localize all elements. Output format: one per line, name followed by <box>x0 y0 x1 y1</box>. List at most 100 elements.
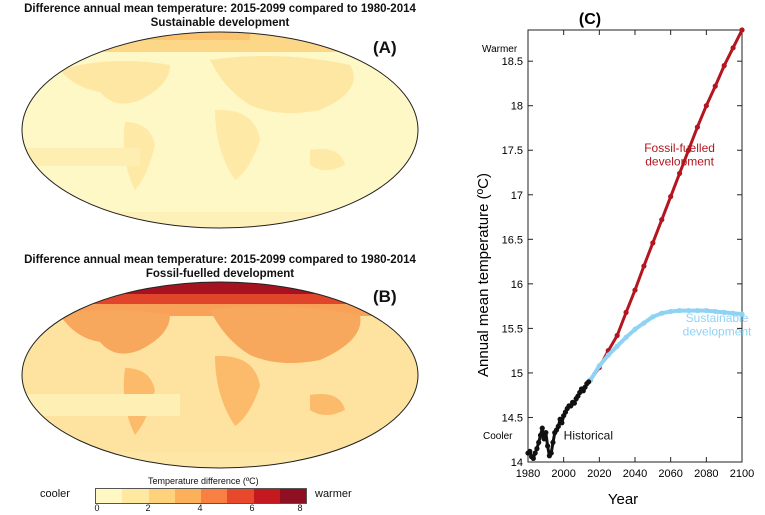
data-point-sustainable-development-2070 <box>685 307 692 314</box>
data-point-fossil-fuelled-development-2065 <box>676 170 683 177</box>
data-point-sustainable-development-2020 <box>596 363 602 369</box>
data-point-sustainable-development-2025 <box>605 352 611 358</box>
series-label-sustainable-development-0: Sustainable <box>686 311 749 325</box>
data-point-fossil-fuelled-development-2060 <box>668 193 674 200</box>
data-point-historical-2006 <box>571 400 577 406</box>
data-point-historical-1983 <box>530 455 536 462</box>
colorbar-swatch-0 <box>96 489 123 503</box>
data-point-fossil-fuelled-development-2075 <box>694 124 701 130</box>
data-point-historical-1984 <box>532 450 538 456</box>
colorbar-swatch-5 <box>227 489 254 503</box>
data-point-historical-1987 <box>537 432 544 438</box>
chart-panel-label: (C) <box>579 11 601 28</box>
y-tick-label-2: 15 <box>511 368 523 380</box>
data-point-fossil-fuelled-development-2045 <box>641 263 647 269</box>
x-tick-label-2100: 2100 <box>730 468 754 480</box>
data-point-sustainable-development-2080 <box>703 307 709 314</box>
colorbar-swatch-6 <box>253 489 280 503</box>
colorbar-tick-4: 4 <box>197 503 203 513</box>
data-point-sustainable-development-2050 <box>650 314 656 320</box>
chart-ylabel: Annual mean temperature (ºC) <box>475 173 492 377</box>
map-b <box>21 281 419 469</box>
map-a-australia <box>310 149 345 170</box>
data-point-historical-1985 <box>534 446 540 452</box>
colorbar-cooler-label: cooler <box>40 488 70 500</box>
data-point-fossil-fuelled-development-2090 <box>721 63 727 69</box>
colorbar-tick-2: 2 <box>145 503 151 513</box>
y-tick-label-6: 17 <box>511 190 523 202</box>
data-point-historical-1993 <box>548 450 554 456</box>
data-point-historical-1991 <box>545 443 551 449</box>
data-point-historical-1997 <box>555 423 561 429</box>
colorbar-swatch-3 <box>174 489 201 503</box>
data-point-historical-1981 <box>527 448 533 454</box>
data-point-sustainable-development-2065 <box>676 307 683 314</box>
series-line-fossil-fuelled-development <box>588 28 744 382</box>
data-point-fossil-fuelled-development-2055 <box>659 217 665 223</box>
data-point-historical-2014 <box>586 379 592 385</box>
data-point-sustainable-development-2075 <box>694 307 701 314</box>
data-point-fossil-fuelled-development-2095 <box>730 45 736 51</box>
colorbar-tick-0: 0 <box>94 503 100 513</box>
data-point-historical-1989 <box>541 436 547 442</box>
colorbar-swatch-4 <box>201 489 228 503</box>
map-b-north-america <box>60 310 170 354</box>
data-point-fossil-fuelled-development-2100 <box>739 27 745 33</box>
colorbar-tick-8: 8 <box>297 503 303 513</box>
map-a-eurasia <box>210 56 354 114</box>
colorbar-tick-6: 6 <box>249 503 255 513</box>
colorbar-swatch-7 <box>279 489 306 503</box>
series-label-fossil-fuelled-development-1: development <box>645 154 714 168</box>
series-label-sustainable-development-1: development <box>683 325 752 339</box>
y-tick-label-1: 14.5 <box>502 412 523 424</box>
map-a-panel-label: (A) <box>373 38 397 57</box>
data-point-fossil-fuelled-development-2085 <box>712 83 718 89</box>
data-point-sustainable-development-2100 <box>739 311 745 317</box>
map-a-title-line1: Difference annual mean temperature: 2015… <box>24 3 416 15</box>
data-point-sustainable-development-2035 <box>623 334 629 340</box>
map-b-southern-band <box>22 394 180 416</box>
colorbar-swatch-2 <box>148 489 175 503</box>
data-point-sustainable-development-2085 <box>712 308 718 315</box>
map-b-antarctica <box>22 452 418 468</box>
y-tick-label-0: 14 <box>511 457 523 469</box>
series-label-historical-0: Historical <box>564 429 613 443</box>
x-tick-label-1980: 1980 <box>516 468 540 480</box>
y-tick-label-7: 17.5 <box>502 145 523 157</box>
y-tick-label-3: 15.5 <box>502 323 523 335</box>
map-b-panel-label: (B) <box>373 287 397 306</box>
map-b-border <box>21 281 419 469</box>
data-point-sustainable-development-2095 <box>730 310 736 316</box>
x-tick-label-2020: 2020 <box>587 468 611 480</box>
data-point-historical-1986 <box>536 439 542 446</box>
data-point-fossil-fuelled-development-2030 <box>614 332 620 339</box>
chart-c: (C) Annual mean temperature (ºC) Year Wa… <box>475 11 754 508</box>
map-b-australia <box>310 394 345 415</box>
data-point-sustainable-development-2030 <box>614 343 620 349</box>
data-point-historical-1999 <box>559 420 565 426</box>
data-point-fossil-fuelled-development-2040 <box>632 287 638 293</box>
data-point-historical-1988 <box>539 425 545 431</box>
colorbar-warmer-label: warmer <box>315 488 352 500</box>
data-point-sustainable-development-2040 <box>632 326 638 332</box>
data-point-fossil-fuelled-development-2035 <box>623 309 629 315</box>
map-b-africa <box>215 355 260 426</box>
x-tick-label-2000: 2000 <box>551 468 575 480</box>
x-tick-label-2040: 2040 <box>623 468 647 480</box>
chart-cooler-annotation: Cooler <box>483 431 513 442</box>
y-tick-label-4: 16 <box>511 279 523 291</box>
data-point-sustainable-development-2055 <box>659 310 665 316</box>
y-tick-label-9: 18.5 <box>502 56 523 68</box>
series-label-fossil-fuelled-development-0: Fossil-fuelled <box>644 141 715 155</box>
x-tick-label-2060: 2060 <box>658 468 682 480</box>
data-point-sustainable-development-2090 <box>721 309 727 315</box>
y-tick-label-8: 18 <box>511 101 523 113</box>
map-a-antarctica <box>22 212 418 228</box>
chart-xlabel: Year <box>608 491 638 508</box>
data-point-fossil-fuelled-development-2080 <box>703 103 709 109</box>
map-b-eurasia <box>210 306 361 364</box>
colorbar-title: Temperature difference (ºC) <box>148 476 259 486</box>
y-tick-label-5: 16.5 <box>502 234 523 246</box>
chart-plot-area: 1980 2000 2020 2040 2060 2080 2100 14 14.5 15 15.5… <box>502 27 754 480</box>
colorbar-swatch-1 <box>122 489 149 503</box>
